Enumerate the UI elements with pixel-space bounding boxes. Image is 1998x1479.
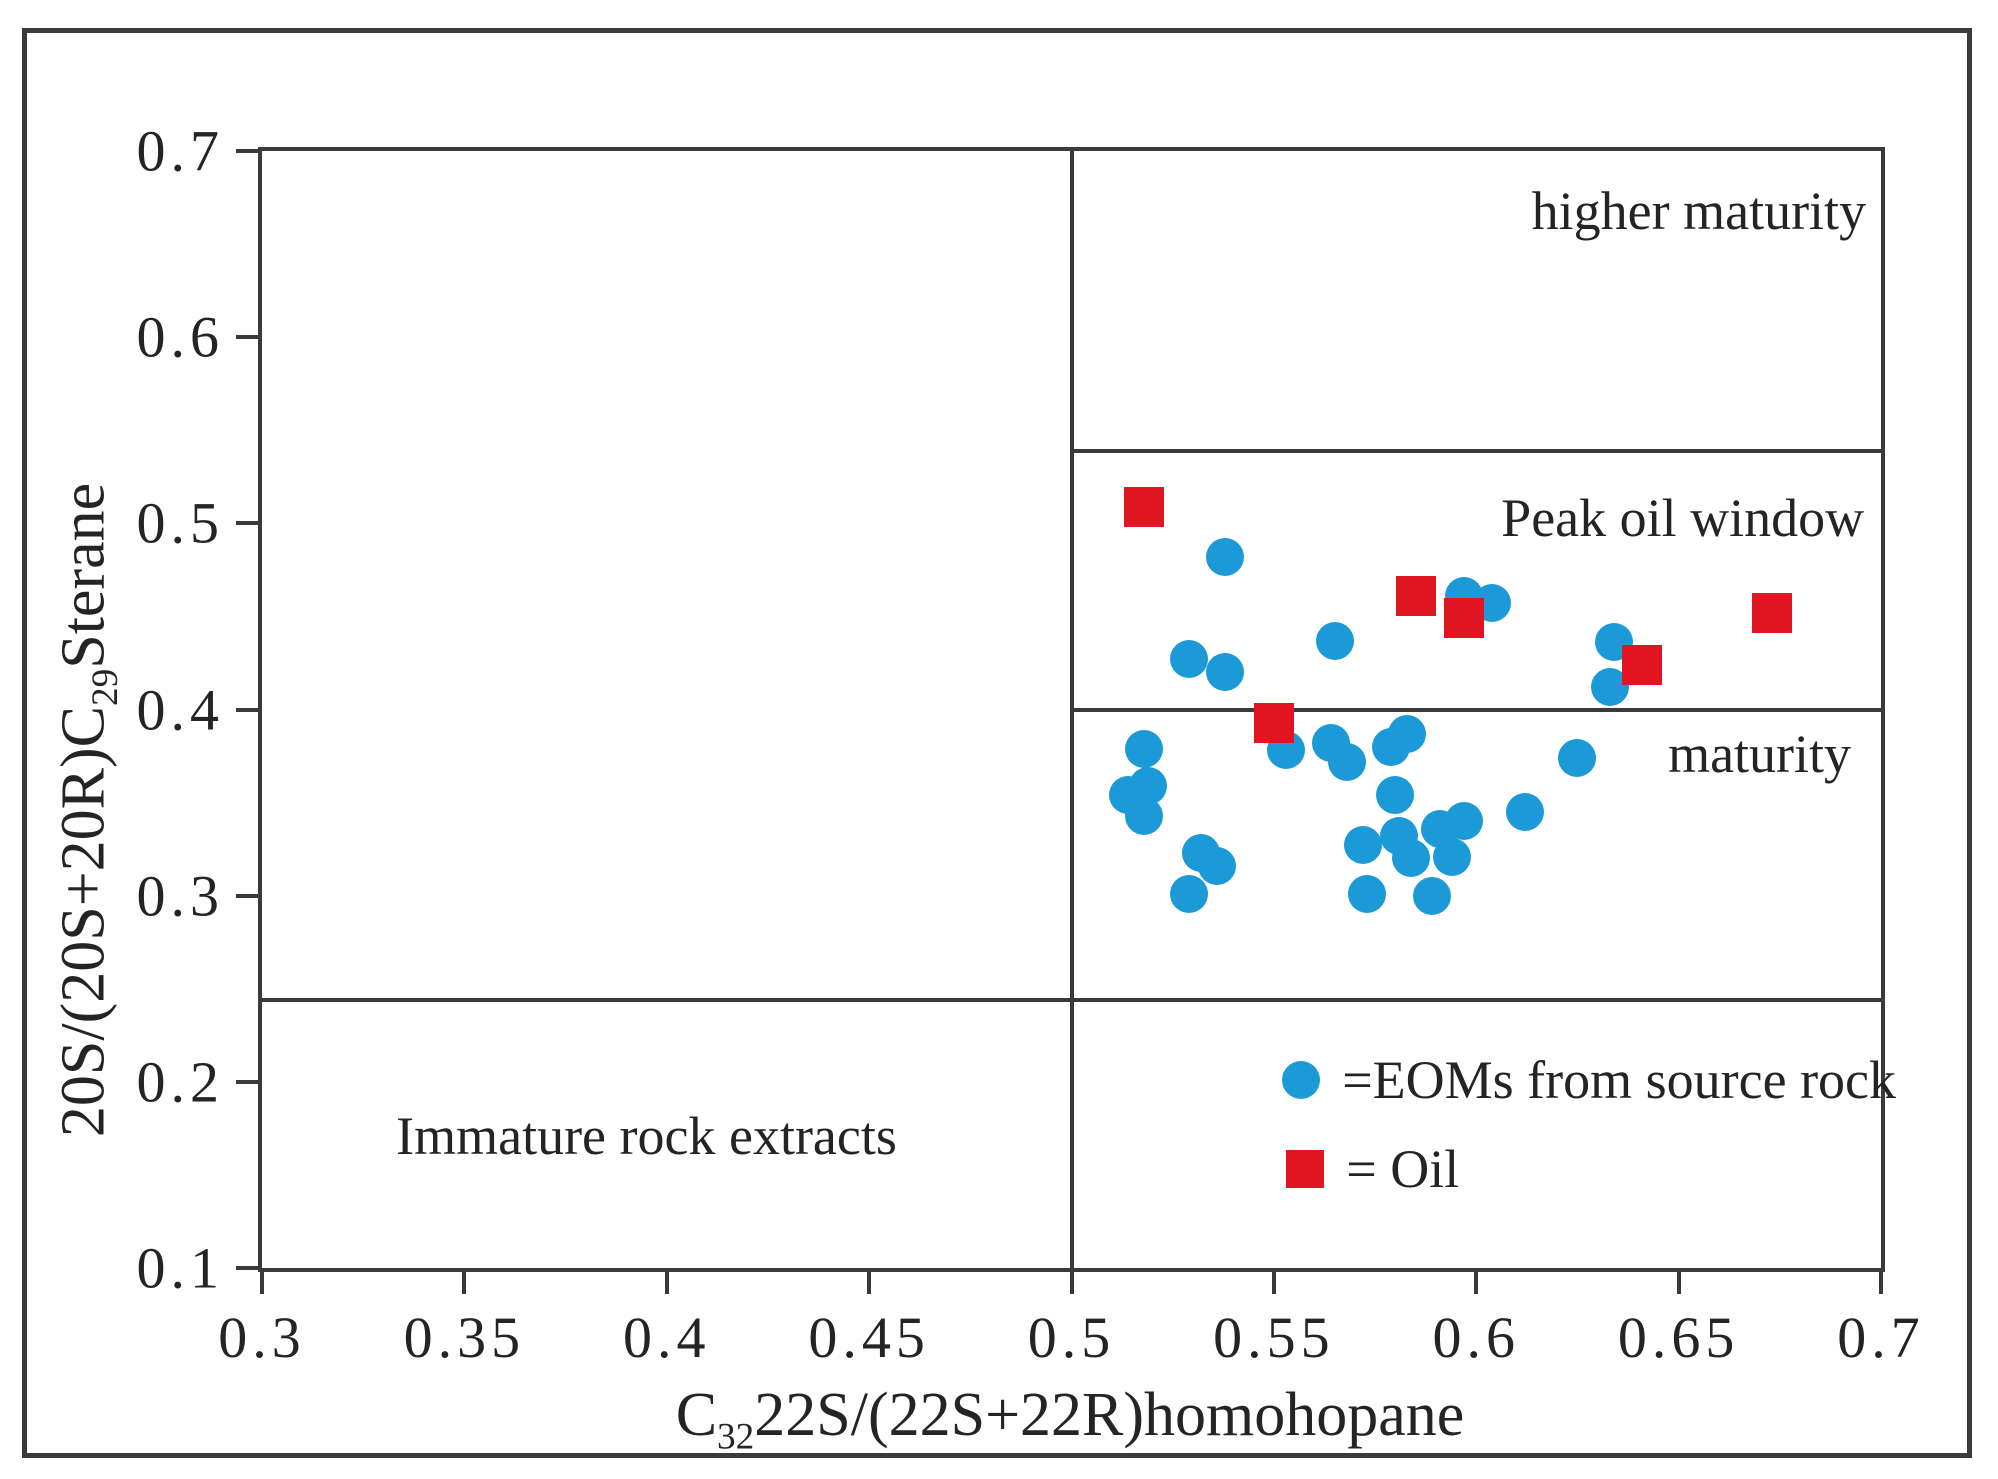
axis-label-text: Sterane <box>49 482 118 669</box>
legend-label: =EOMs from source rock <box>1342 1049 1897 1110</box>
axis-label-text: C <box>675 1381 718 1449</box>
x-tick-label-0.5: 0.5 <box>1027 1305 1116 1370</box>
y-tick-0.4 <box>236 707 262 712</box>
x-tick-0.3 <box>260 1268 264 1294</box>
x-tick-label-0.7: 0.7 <box>1837 1305 1925 1370</box>
x-tick-0.5 <box>1069 1268 1074 1294</box>
eom-point <box>1392 839 1431 878</box>
y-tick-0.6 <box>236 335 262 340</box>
eom-point <box>1505 792 1544 831</box>
legend-oil-marker-icon <box>1286 1150 1325 1189</box>
oil-point <box>1622 644 1663 685</box>
x-tick-label-0.3: 0.3 <box>218 1305 306 1370</box>
eom-point <box>1315 621 1354 660</box>
eom-point <box>1169 640 1208 679</box>
x-tick-0.7 <box>1879 1268 1883 1294</box>
eom-point <box>1432 837 1471 876</box>
eom-point <box>1198 846 1237 885</box>
y-tick-0.3 <box>236 893 262 898</box>
eom-point <box>1206 653 1245 692</box>
legend-eoms: =EOMs from source rock <box>1282 1049 1896 1111</box>
eom-point <box>1125 729 1164 768</box>
y-tick-0.1 <box>236 1266 262 1270</box>
label-maturity: maturity <box>1668 724 1852 785</box>
label-immature-rock-extracts: Immature rock extracts <box>396 1105 897 1166</box>
oil-point <box>1444 598 1485 639</box>
legend-oil: = Oil <box>1286 1138 1459 1200</box>
eom-point <box>1388 714 1427 753</box>
y-tick-label-0.3: 0.3 <box>136 863 224 929</box>
x-tick-0.35 <box>462 1268 467 1294</box>
x-tick-label-0.45: 0.45 <box>808 1305 930 1370</box>
region-line-immature-boundary <box>262 997 1881 1002</box>
eom-point <box>1327 742 1366 781</box>
y-tick-label-0.1: 0.1 <box>136 1235 224 1301</box>
y-axis-label: 20S/(20S+20R)C29Sterane <box>49 482 126 1138</box>
y-tick-label-0.5: 0.5 <box>136 490 224 556</box>
eom-point <box>1376 776 1415 815</box>
x-tick-0.4 <box>664 1268 669 1294</box>
y-tick-label-0.6: 0.6 <box>136 304 224 370</box>
y-tick-0.2 <box>236 1079 262 1084</box>
x-tick-0.65 <box>1676 1268 1681 1294</box>
eom-point <box>1343 826 1382 865</box>
x-tick-label-0.55: 0.55 <box>1213 1305 1335 1370</box>
y-tick-label-0.7: 0.7 <box>136 118 224 184</box>
legend-label: = Oil <box>1346 1139 1460 1200</box>
eom-point <box>1169 874 1208 913</box>
x-tick-label-0.6: 0.6 <box>1432 1305 1520 1370</box>
x-axis-label: C3222S/(22S+22R)homohopane <box>675 1380 1465 1455</box>
region-line-higher-maturity-boundary <box>1071 448 1881 453</box>
axis-label-subscript: 29 <box>84 668 126 706</box>
x-tick-0.6 <box>1474 1268 1479 1294</box>
y-tick-label-0.2: 0.2 <box>136 1049 224 1115</box>
axis-label-subscript: 32 <box>717 1416 755 1458</box>
x-tick-label-0.4: 0.4 <box>623 1305 711 1370</box>
legend-eom-marker-icon <box>1282 1060 1321 1099</box>
eom-point <box>1412 876 1451 915</box>
y-tick-0.7 <box>236 149 262 153</box>
oil-point <box>1395 575 1436 616</box>
axis-label-text: 22S/(22S+22R)homohopane <box>754 1381 1465 1449</box>
oil-point <box>1751 592 1792 633</box>
y-tick-label-0.4: 0.4 <box>136 677 224 742</box>
x-tick-label-0.65: 0.65 <box>1617 1305 1740 1370</box>
label-peak-oil-window: Peak oil window <box>1501 487 1865 548</box>
x-tick-label-0.35: 0.35 <box>403 1305 526 1370</box>
x-tick-0.45 <box>867 1268 872 1294</box>
plot-area: 0.3 0.35 0.4 0.45 0.5 0.55 0.6 0.65 0.7 0.1 0.2 0.3… <box>137 119 1920 1371</box>
y-tick-0.5 <box>236 521 262 526</box>
label-higher-maturity: higher maturity <box>1531 180 1867 241</box>
axis-label-text: 20S/(20S+20R)C <box>49 705 118 1138</box>
eom-point <box>1445 802 1484 841</box>
oil-point <box>1253 702 1294 743</box>
x-tick-0.55 <box>1271 1268 1276 1294</box>
eom-point <box>1206 537 1245 576</box>
eom-point <box>1125 796 1164 835</box>
region-line-peak-oil-window-boundary <box>1071 707 1881 712</box>
oil-point <box>1124 486 1165 527</box>
eom-point <box>1558 738 1597 777</box>
eom-point <box>1347 874 1386 913</box>
